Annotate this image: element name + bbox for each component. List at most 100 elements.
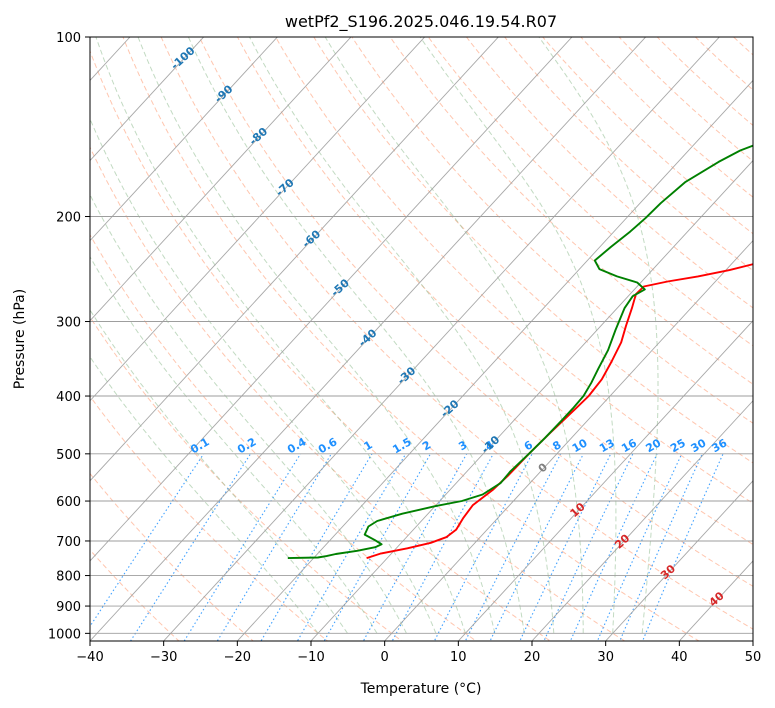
x-tick-label: −20 xyxy=(224,650,251,665)
isotherm-line xyxy=(384,239,753,641)
x-axis-ticks: −40 −30 −20 −10 0 10 20 30 40 50 xyxy=(76,641,761,665)
dry-adiabat xyxy=(313,37,753,464)
mixing-ratio-line xyxy=(260,453,373,641)
mixing-ratio-label: 2 xyxy=(420,438,433,453)
mixing-ratio-label: 36 xyxy=(709,436,729,455)
x-tick-label: −30 xyxy=(150,650,177,665)
mixing-ratio-label: 1 xyxy=(362,438,375,453)
isotherm-line xyxy=(531,400,753,641)
chart-title: wetPf2_S196.2025.046.19.54.R07 xyxy=(285,12,557,32)
mixing-ratio-line xyxy=(519,453,612,641)
mixing-ratio-label: 13 xyxy=(597,436,617,455)
moist-adiabat xyxy=(538,37,659,634)
isotherm-line xyxy=(90,37,499,482)
y-tick-label: 100 xyxy=(56,31,81,46)
isotherm-line xyxy=(310,159,753,641)
y-tick-label: 400 xyxy=(56,390,81,405)
x-tick-label: 50 xyxy=(745,650,762,665)
temperature-label: 0 xyxy=(536,460,551,475)
mixing-ratio-line xyxy=(464,453,562,641)
isotherm-line xyxy=(163,37,720,641)
dry-adiabat xyxy=(90,316,403,641)
y-tick-label: 500 xyxy=(56,448,81,463)
background-lines xyxy=(90,24,775,658)
moist-adiabat xyxy=(137,37,496,634)
y-tick-label: 1000 xyxy=(48,627,81,642)
x-tick-label: 0 xyxy=(381,650,389,665)
dry-adiabat xyxy=(757,24,775,658)
dry-adiabat xyxy=(465,37,753,309)
moist-adiabat xyxy=(324,37,584,634)
dry-adiabat xyxy=(580,37,753,198)
y-tick-label: 300 xyxy=(56,316,81,331)
mixing-ratio-line xyxy=(569,453,658,641)
mixing-ratio-line xyxy=(391,453,494,641)
isotherm-line xyxy=(457,320,753,641)
mixing-ratio-line xyxy=(216,453,332,641)
y-tick-label: 700 xyxy=(56,535,81,550)
mixing-ratio-line xyxy=(596,453,683,641)
plot-frame xyxy=(89,36,754,642)
dry-adiabat xyxy=(694,37,753,91)
mixing-ratio-line xyxy=(183,453,302,641)
y-tick-label: 600 xyxy=(56,495,81,510)
grid-lines xyxy=(0,24,753,658)
x-tick-label: 20 xyxy=(524,650,541,665)
dry-adiabat xyxy=(90,233,477,641)
isotherm-line xyxy=(90,37,278,242)
dry-adiabat xyxy=(90,395,329,641)
profile-lines xyxy=(287,144,753,560)
mixing-ratio-line xyxy=(90,453,205,628)
dry-adiabat xyxy=(90,146,552,641)
moist-adiabat xyxy=(90,309,348,634)
dry-adiabat xyxy=(90,472,254,641)
isotherm-line xyxy=(752,640,753,641)
moist-adiabat xyxy=(95,37,466,634)
mixing-ratio-label: 6 xyxy=(522,438,535,453)
dry-adiabat xyxy=(389,37,753,385)
mixing-ratio-line xyxy=(362,453,468,641)
mixing-ratio-line xyxy=(296,453,407,641)
dry-adiabat xyxy=(427,37,753,347)
mixing-ratio-label: 3 xyxy=(456,438,469,453)
y-tick-label: 800 xyxy=(56,570,81,585)
moist-adiabat xyxy=(249,37,555,634)
x-tick-label: 10 xyxy=(450,650,467,665)
isotherm-line xyxy=(90,37,573,562)
y-axis-label: Pressure (hPa) xyxy=(12,289,28,389)
isotherm-line xyxy=(0,24,69,658)
dry-adiabat xyxy=(656,37,753,127)
mixing-ratio-label: 10 xyxy=(570,436,590,455)
dry-adiabat xyxy=(732,37,753,56)
dry-adiabat xyxy=(90,549,180,641)
isotherm-line xyxy=(90,37,352,322)
moist-adiabat xyxy=(187,37,525,634)
mixing-ratio-line xyxy=(433,453,533,641)
dry-adiabat xyxy=(90,49,626,641)
dry-adiabat xyxy=(236,37,753,546)
moist-adiabat xyxy=(419,37,617,634)
dewpoint-line xyxy=(287,144,753,560)
x-tick-label: −40 xyxy=(76,650,103,665)
mixing-ratio-line xyxy=(619,453,703,641)
mixing-ratio-label: 8 xyxy=(550,438,563,453)
x-tick-label: 30 xyxy=(597,650,614,665)
mixing-ratio-label: 0.4 xyxy=(285,435,309,456)
mixing-ratio-label: 25 xyxy=(668,436,688,455)
y-tick-label: 900 xyxy=(56,600,81,615)
dry-adiabat xyxy=(351,37,753,424)
moist-adiabat xyxy=(90,193,407,634)
mixing-ratio-line xyxy=(129,453,252,641)
isotherm-line xyxy=(236,79,753,641)
dry-adiabat xyxy=(542,37,753,235)
moist-adiabat xyxy=(90,355,319,634)
x-tick-label: −10 xyxy=(297,650,324,665)
dry-adiabat xyxy=(618,37,753,162)
dry-adiabat xyxy=(160,37,753,630)
isotherm-line xyxy=(90,37,647,641)
dry-adiabat xyxy=(122,37,700,641)
mixing-ratio-line xyxy=(642,453,724,641)
dry-adiabat xyxy=(198,37,753,587)
x-axis-label: Temperature (°C) xyxy=(360,681,482,697)
